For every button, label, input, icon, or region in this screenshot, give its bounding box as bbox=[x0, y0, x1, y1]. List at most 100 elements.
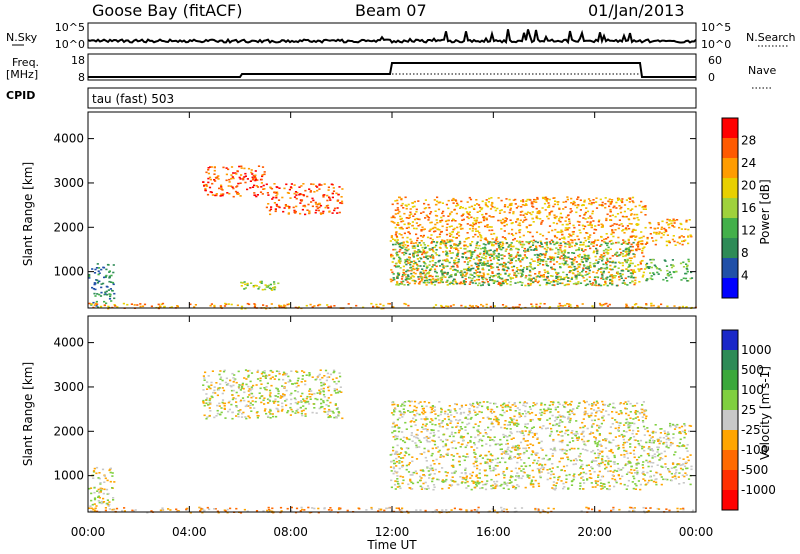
data-cell bbox=[521, 258, 524, 261]
data-cell bbox=[393, 403, 396, 406]
data-cell bbox=[605, 267, 609, 269]
data-region bbox=[202, 165, 266, 198]
data-cell bbox=[583, 401, 587, 404]
data-cell bbox=[600, 254, 603, 256]
data-cell bbox=[95, 466, 99, 469]
data-cell bbox=[588, 276, 591, 278]
data-cell bbox=[428, 249, 431, 251]
data-cell bbox=[232, 381, 235, 383]
data-cell bbox=[434, 203, 438, 206]
data-cell bbox=[289, 197, 292, 199]
data-cell bbox=[621, 225, 624, 227]
data-cell bbox=[301, 375, 304, 377]
data-cell bbox=[470, 279, 473, 282]
data-cell bbox=[509, 207, 512, 210]
data-cell bbox=[567, 240, 570, 243]
data-cell bbox=[587, 265, 590, 268]
data-cell bbox=[447, 215, 450, 217]
data-cell bbox=[259, 377, 262, 380]
data-cell bbox=[328, 416, 331, 418]
data-cell bbox=[676, 507, 679, 510]
data-cell bbox=[516, 218, 519, 221]
data-cell bbox=[596, 262, 599, 264]
data-cell bbox=[563, 238, 566, 240]
data-cell bbox=[300, 410, 303, 412]
data-cell bbox=[624, 464, 627, 467]
data-cell bbox=[526, 474, 529, 476]
data-cell bbox=[280, 306, 284, 309]
data-cell bbox=[244, 287, 247, 289]
data-cell bbox=[290, 506, 293, 509]
data-cell bbox=[443, 240, 446, 243]
data-cell bbox=[587, 267, 590, 270]
data-cell bbox=[318, 202, 321, 205]
data-cell bbox=[326, 304, 329, 306]
data-cell bbox=[580, 274, 583, 276]
data-cell bbox=[446, 279, 449, 282]
data-cell bbox=[318, 303, 321, 306]
data-cell bbox=[503, 508, 506, 510]
data-cell bbox=[586, 427, 589, 430]
data-cell bbox=[503, 474, 506, 477]
data-cell bbox=[323, 183, 326, 185]
data-cell bbox=[299, 212, 302, 215]
data-cell bbox=[504, 263, 507, 265]
data-cell bbox=[580, 477, 583, 479]
data-cell bbox=[609, 203, 612, 205]
data-cell bbox=[473, 443, 476, 446]
data-cell bbox=[483, 261, 486, 263]
data-cell bbox=[503, 255, 506, 257]
data-cell bbox=[531, 244, 535, 246]
data-cell bbox=[512, 212, 515, 215]
data-cell bbox=[636, 461, 639, 464]
data-cell bbox=[629, 282, 632, 284]
data-cell bbox=[400, 412, 403, 414]
data-cell bbox=[582, 488, 585, 490]
data-cell bbox=[337, 508, 341, 511]
data-cell bbox=[471, 282, 474, 284]
data-cell bbox=[452, 459, 455, 461]
data-cell bbox=[283, 207, 286, 209]
data-cell bbox=[542, 259, 545, 261]
data-cell bbox=[559, 282, 562, 285]
data-cell bbox=[676, 219, 679, 221]
data-cell bbox=[590, 461, 593, 463]
data-cell bbox=[379, 509, 382, 511]
data-cell bbox=[309, 191, 312, 193]
data-cell bbox=[426, 266, 429, 268]
data-cell bbox=[572, 433, 575, 435]
data-cell bbox=[605, 278, 608, 280]
data-cell bbox=[410, 425, 413, 428]
data-cell bbox=[409, 238, 412, 241]
data-cell bbox=[216, 394, 219, 397]
data-cell bbox=[501, 241, 504, 243]
data-cell bbox=[100, 286, 103, 289]
data-cell bbox=[678, 226, 681, 229]
data-cell bbox=[596, 445, 599, 448]
data-cell bbox=[580, 204, 584, 207]
data-region bbox=[202, 369, 344, 420]
data-cell bbox=[333, 305, 336, 307]
data-cell bbox=[689, 235, 693, 237]
data-cell bbox=[481, 267, 484, 269]
data-cell bbox=[572, 463, 575, 466]
data-cell bbox=[485, 255, 488, 258]
data-cell bbox=[225, 179, 228, 182]
data-cell bbox=[232, 172, 235, 174]
data-cell bbox=[503, 481, 506, 484]
data-cell bbox=[480, 284, 483, 287]
data-cell bbox=[461, 272, 464, 275]
data-cell bbox=[509, 209, 512, 211]
data-cell bbox=[625, 306, 628, 308]
data-cell bbox=[657, 273, 660, 275]
data-cell bbox=[684, 272, 687, 275]
data-cell bbox=[230, 385, 233, 388]
data-cell bbox=[527, 457, 530, 459]
data-cell bbox=[499, 283, 502, 285]
data-cell bbox=[408, 462, 411, 464]
data-cell bbox=[596, 443, 599, 446]
data-cell bbox=[251, 388, 254, 390]
data-cell bbox=[551, 414, 554, 417]
data-cell bbox=[236, 304, 239, 307]
data-cell bbox=[390, 236, 393, 239]
